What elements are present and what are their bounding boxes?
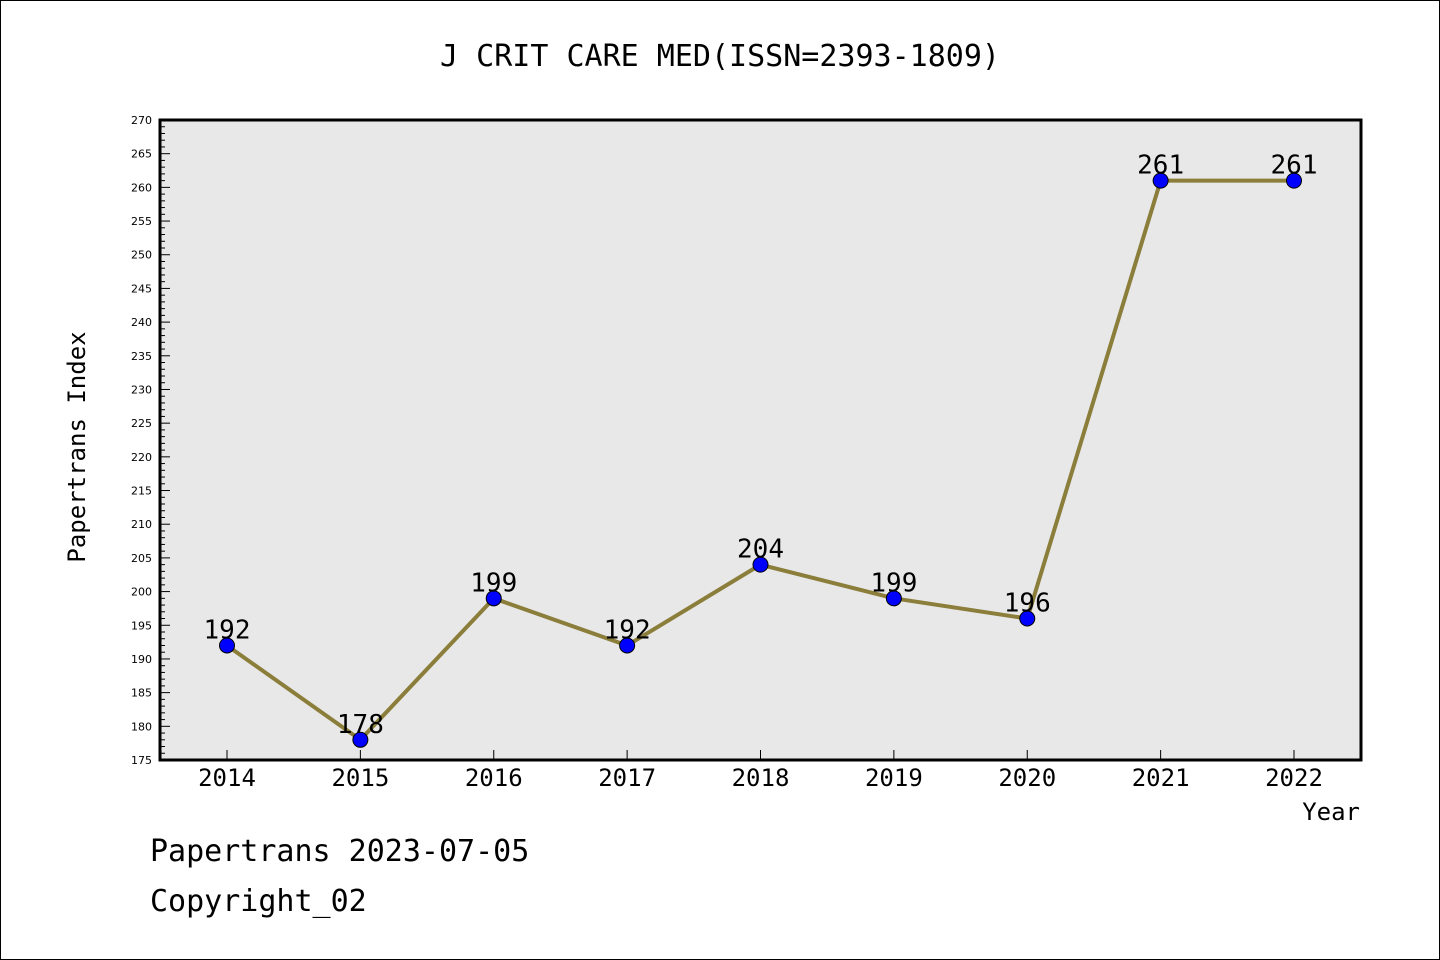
plot-area [160, 120, 1361, 760]
data-markers [219, 172, 1302, 748]
y-tick-label: 235 [131, 350, 152, 363]
footer-date: Papertrans 2023-07-05 [150, 834, 530, 869]
data-point [752, 556, 769, 573]
x-tick-label: 2015 [331, 764, 389, 792]
x-tick-label: 2021 [1132, 764, 1190, 792]
y-tick-label: 255 [131, 215, 152, 228]
data-point [1019, 610, 1036, 627]
x-tick-label: 2016 [465, 764, 523, 792]
x-tick-label: 2017 [598, 764, 656, 792]
data-point [885, 590, 902, 607]
y-tick-label: 250 [131, 249, 152, 262]
data-point [219, 637, 235, 654]
y-tick-label: 230 [131, 383, 152, 396]
data-label: 192 [604, 615, 651, 645]
y-tick-label: 195 [131, 619, 152, 632]
data-label: 178 [337, 710, 384, 740]
y-axis-label: Papertrans Index [63, 331, 91, 562]
data-label: 199 [870, 568, 917, 598]
data-point [485, 590, 502, 607]
data-label: 192 [204, 615, 251, 645]
data-label: 196 [1004, 589, 1051, 619]
data-point [1286, 172, 1302, 189]
data-label: 261 [1271, 151, 1318, 181]
data-label: 204 [737, 535, 784, 565]
data-label: 261 [1137, 151, 1184, 181]
x-tick-label: 2019 [865, 764, 923, 792]
y-tick-label: 200 [131, 586, 152, 599]
y-axis-ticks: 175 180 185 190 195 200 205 210 215 220 225 230 235 2… [131, 114, 152, 767]
y-tick-label: 270 [131, 114, 152, 127]
data-labels: 192 178 199 192 204 199 196 261 261 [204, 151, 1318, 740]
y-tick-label: 175 [131, 754, 152, 767]
y-tick-label: 190 [131, 653, 152, 666]
y-tick-label: 240 [131, 316, 152, 329]
y-tick-label: 245 [131, 282, 152, 295]
data-point [352, 731, 369, 748]
x-axis-label: Year [1302, 798, 1360, 826]
y-tick-label: 215 [131, 485, 152, 498]
x-axis-ticks: 2014 2015 2016 2017 2018 2019 2020 2021 2022 [198, 750, 1323, 792]
x-tick-label: 2018 [732, 764, 790, 792]
y-tick-label: 210 [131, 518, 152, 531]
chart-title: J CRIT CARE MED(ISSN=2393-1809) [440, 39, 1000, 74]
x-tick-label: 2014 [198, 764, 256, 792]
y-tick-label: 205 [131, 552, 152, 565]
y-tick-label: 265 [131, 148, 152, 161]
x-tick-label: 2022 [1265, 764, 1323, 792]
y-tick-label: 260 [131, 181, 152, 194]
data-label: 199 [470, 568, 517, 598]
x-tick-label: 2020 [998, 764, 1056, 792]
plot-border [158, 118, 1363, 762]
y-tick-label: 185 [131, 687, 152, 700]
y-tick-label: 225 [131, 417, 152, 430]
footer-copyright: Copyright_02 [150, 884, 367, 919]
y-tick-label: 220 [131, 451, 152, 464]
data-point [1152, 172, 1169, 189]
y-tick-label: 180 [131, 720, 152, 733]
data-point [619, 637, 636, 654]
